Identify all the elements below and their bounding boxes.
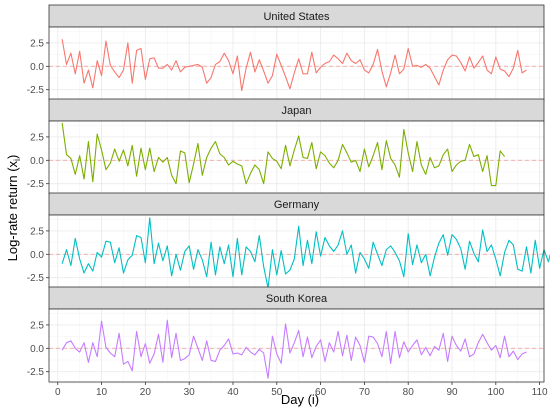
x-tick-label: 20 bbox=[140, 387, 152, 398]
y-tick-label: 2.5 bbox=[30, 38, 44, 49]
x-axis: 0 10 20 30 40 50 60 70 80 90 100 110 bbox=[55, 382, 548, 398]
facet-label-germany: Germany bbox=[274, 199, 320, 211]
y-tick-label: 0.0 bbox=[30, 250, 44, 261]
panel-border-south-korea bbox=[48, 308, 545, 383]
y-tick-label: 0.0 bbox=[30, 344, 44, 355]
x-axis-title: Day (i) bbox=[281, 392, 319, 407]
series-line-japan bbox=[61, 122, 506, 187]
panel-bg-japan bbox=[49, 121, 544, 194]
x-tick-label: 30 bbox=[184, 387, 196, 398]
series-line-south-korea bbox=[61, 319, 527, 379]
y-tick-label: -2.5 bbox=[27, 273, 45, 284]
x-tick-label: 90 bbox=[446, 387, 458, 398]
facet-panels: United States-2.50.02.5Japan-2.50.02.5Ge… bbox=[27, 4, 550, 384]
x-tick-label: 50 bbox=[271, 387, 283, 398]
y-tick-label: 2.5 bbox=[30, 320, 44, 331]
x-tick-label: 40 bbox=[227, 387, 239, 398]
y-tick-label: -2.5 bbox=[27, 367, 45, 378]
y-axis-title-suffix: ) bbox=[5, 155, 20, 159]
facet-united-states: United States -2.5 0.0 2.5 bbox=[27, 4, 545, 102]
facet-label-south-korea: South Korea bbox=[266, 293, 328, 305]
y-tick-label: -2.5 bbox=[27, 179, 45, 190]
facet-japan: Japan -2.5 0.0 2.5 bbox=[27, 98, 545, 196]
y-tick-label: 0.0 bbox=[30, 62, 44, 73]
y-tick-label: 2.5 bbox=[30, 132, 44, 143]
y-tick-label: -2.5 bbox=[27, 85, 45, 96]
x-tick-label: 80 bbox=[403, 387, 415, 398]
facet-label-united-states: United States bbox=[263, 11, 330, 23]
x-tick-label: 10 bbox=[96, 387, 108, 398]
x-tick-label: 110 bbox=[532, 387, 548, 398]
facet-label-japan: Japan bbox=[282, 105, 312, 117]
y-tick-label: 2.5 bbox=[30, 226, 44, 237]
y-tick-label: 0.0 bbox=[30, 156, 44, 167]
y-axis-title-main: Log-rate return (x bbox=[5, 160, 20, 261]
x-tick-label: 100 bbox=[487, 387, 504, 398]
x-tick-label: 70 bbox=[359, 387, 371, 398]
facet-germany: Germany -2.5 0.0 2.5 bbox=[27, 192, 550, 290]
series-line-united-states bbox=[61, 39, 527, 92]
x-tick-label: 0 bbox=[55, 387, 61, 398]
x-tick-label: 60 bbox=[315, 387, 327, 398]
y-axis-title: Log-rate return (xi) bbox=[5, 155, 22, 262]
y-axis-title-subscript: i bbox=[12, 159, 22, 161]
series-line-germany bbox=[61, 217, 550, 289]
facet-south-korea: South Korea -2.5 0.0 2.5 bbox=[27, 286, 545, 384]
